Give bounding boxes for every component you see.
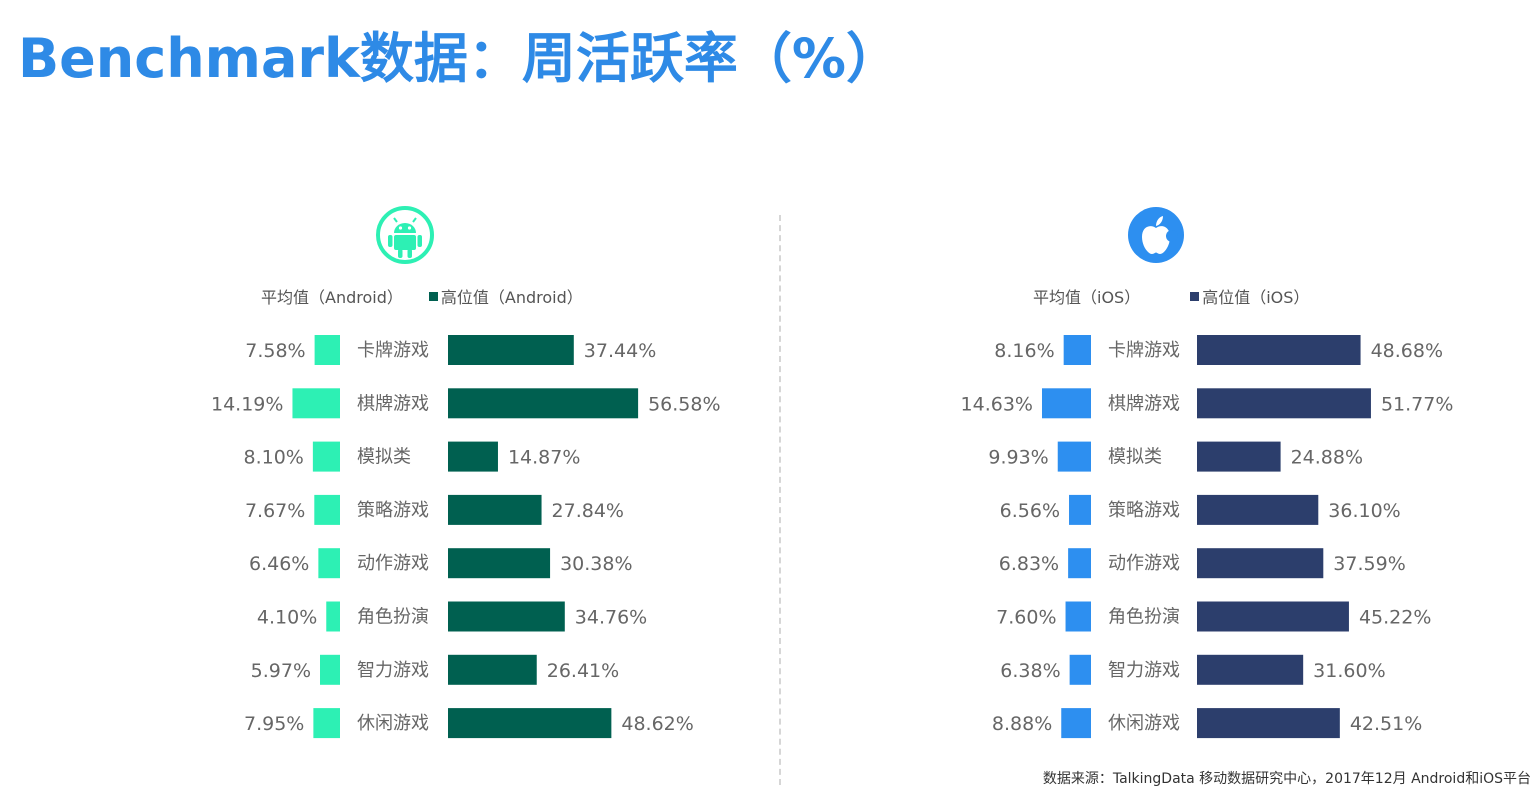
ios-high-label-4: 37.59% [1333, 553, 1405, 575]
ios-high-bar-0 [1197, 335, 1361, 365]
ios-category-0: 卡牌游戏 [1108, 340, 1180, 361]
ios-avg-label-4: 6.83% [999, 553, 1059, 575]
legend-high-ios: 高位值（iOS） [1202, 288, 1310, 307]
android-high-label-2: 14.87% [508, 447, 580, 469]
ios-high-bar-2 [1197, 441, 1281, 472]
android-avg-label-0: 7.58% [245, 340, 305, 362]
ios-avg-bar-0 [1063, 335, 1091, 365]
ios-high-label-3: 36.10% [1328, 500, 1400, 522]
android-high-bar-3 [448, 494, 542, 525]
ios-high-bar-4 [1197, 548, 1324, 579]
ios-avg-bar-3 [1069, 494, 1091, 525]
ios-category-1: 棋牌游戏 [1108, 393, 1180, 414]
android-avg-bar-7 [313, 708, 340, 739]
ios-avg-label-2: 9.93% [988, 447, 1048, 469]
ios-avg-bar-5 [1065, 601, 1091, 632]
legend-high-swatch-ios [1190, 291, 1200, 301]
android-high-bar-0 [448, 335, 574, 365]
android-avg-bar-2 [312, 441, 340, 472]
ios-category-7: 休闲游戏 [1108, 713, 1180, 734]
legend-avg-android: 平均值（Android） [261, 288, 403, 307]
ios-avg-label-0: 8.16% [994, 340, 1054, 362]
android-high-label-7: 48.62% [621, 713, 693, 735]
android-high-label-5: 34.76% [575, 607, 647, 629]
android-high-label-0: 37.44% [584, 340, 656, 362]
ios-avg-bar-6 [1069, 654, 1091, 685]
ios-avg-bar-4 [1068, 548, 1091, 579]
ios-avg-label-3: 6.56% [1000, 500, 1060, 522]
ios-avg-label-1: 14.63% [961, 393, 1033, 415]
android-category-4: 动作游戏 [357, 553, 429, 574]
android-avg-bar-3 [314, 494, 340, 525]
android-category-1: 棋牌游戏 [357, 393, 429, 414]
android-high-bar-6 [448, 654, 537, 685]
ios-category-5: 角色扮演 [1108, 607, 1180, 628]
android-high-label-6: 26.41% [547, 660, 619, 682]
android-high-bar-1 [448, 388, 639, 419]
android-avg-bar-6 [320, 654, 340, 685]
legend-high-swatch-android [428, 291, 438, 301]
android-category-2: 模拟类 [357, 447, 411, 468]
ios-high-label-5: 45.22% [1359, 607, 1431, 629]
android-category-0: 卡牌游戏 [357, 340, 429, 361]
ios-avg-label-6: 6.38% [1000, 660, 1060, 682]
android-category-3: 策略游戏 [357, 500, 429, 521]
panel-divider [779, 215, 781, 785]
android-category-7: 休闲游戏 [357, 713, 429, 734]
ios-high-bar-6 [1197, 654, 1304, 685]
android-category-6: 智力游戏 [357, 660, 429, 681]
ios-high-bar-7 [1197, 708, 1340, 739]
android-avg-label-7: 7.95% [244, 713, 304, 735]
android-legend: 平均值（Android） 高位值（Android） [261, 284, 583, 308]
android-avg-label-2: 8.10% [244, 447, 304, 469]
ios-avg-bar-2 [1057, 441, 1091, 472]
android-avg-label-6: 5.97% [251, 660, 311, 682]
android-avg-bar-4 [318, 548, 340, 579]
ios-avg-bar-1 [1041, 388, 1091, 419]
ios-high-label-7: 42.51% [1350, 713, 1422, 735]
android-high-bar-2 [448, 441, 498, 472]
ios-category-6: 智力游戏 [1108, 660, 1180, 681]
ios-category-4: 动作游戏 [1108, 553, 1180, 574]
android-icon [376, 206, 434, 264]
android-high-bar-4 [448, 548, 551, 579]
ios-high-label-6: 31.60% [1313, 660, 1385, 682]
ios-high-label-2: 24.88% [1291, 447, 1363, 469]
android-high-bar-5 [448, 601, 565, 632]
ios-avg-label-7: 8.88% [992, 713, 1052, 735]
android-high-label-4: 30.38% [560, 553, 632, 575]
page-title: Benchmark数据：周活跃率（%） [18, 27, 901, 90]
ios-category-2: 模拟类 [1108, 447, 1162, 468]
android-avg-label-4: 6.46% [249, 553, 309, 575]
ios-avg-bar-7 [1061, 708, 1091, 739]
legend-avg-ios: 平均值（iOS） [1033, 288, 1141, 307]
ios-high-label-1: 51.77% [1381, 393, 1453, 415]
ios-high-label-0: 48.68% [1371, 340, 1443, 362]
legend-high-android: 高位值（Android） [440, 288, 583, 307]
android-avg-bar-1 [292, 388, 340, 419]
ios-high-bar-3 [1197, 494, 1319, 525]
ios-legend: 平均值（iOS） 高位值（iOS） [1033, 284, 1309, 308]
ios-high-bar-1 [1197, 388, 1371, 419]
android-category-5: 角色扮演 [357, 607, 429, 628]
android-high-label-3: 27.84% [552, 500, 624, 522]
ios-category-3: 策略游戏 [1108, 500, 1180, 521]
data-source-note: 数据来源：TalkingData 移动数据研究中心，2017年12月 Andro… [1042, 771, 1531, 787]
android-avg-label-1: 14.19% [211, 393, 283, 415]
android-avg-bar-5 [326, 601, 340, 632]
android-avg-label-5: 4.10% [257, 607, 317, 629]
ios-high-bar-5 [1197, 601, 1349, 632]
android-avg-label-3: 7.67% [245, 500, 305, 522]
android-high-bar-7 [448, 708, 612, 739]
android-avg-bar-0 [314, 335, 340, 365]
android-high-label-1: 56.58% [648, 393, 720, 415]
ios-avg-label-5: 7.60% [996, 607, 1056, 629]
apple-icon [1128, 207, 1184, 263]
